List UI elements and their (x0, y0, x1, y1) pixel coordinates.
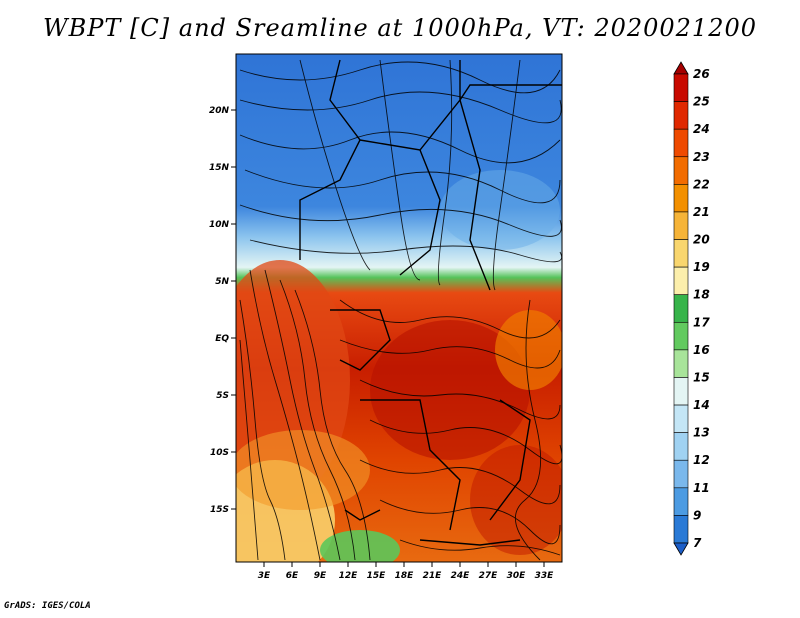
lon-label: 9E (314, 571, 327, 581)
colorbar-segment (673, 101, 689, 130)
colorbar-segment (673, 404, 689, 433)
colorbar-label: 23 (693, 150, 710, 164)
colorbar-label: 19 (693, 260, 710, 274)
lat-label: 5S (216, 391, 229, 401)
colorbar-label: 24 (693, 122, 710, 136)
map-panel (235, 53, 563, 563)
colorbar-label: 22 (693, 177, 710, 191)
colorbar-label: 11 (693, 481, 710, 495)
colorbar-segment (673, 515, 689, 544)
footer-credit: GrADS: IGES/COLA (4, 601, 91, 611)
colorbar-segment (673, 294, 689, 323)
colorbar-top-arrow (673, 61, 689, 75)
lat-label: 15N (209, 163, 230, 173)
lat-label: 15S (210, 505, 229, 515)
colorbar-segment (673, 321, 689, 351)
lat-label: 10S (210, 448, 229, 458)
lon-label: 33E (535, 571, 555, 581)
colorbar-label: 16 (693, 343, 710, 357)
central-hot-region (370, 320, 530, 460)
colorbar-segment (673, 184, 689, 213)
colorbar-bottom-arrow (673, 542, 689, 556)
southeast-hot-region (470, 445, 562, 555)
lon-label: 18E (395, 571, 415, 581)
lat-label: 20N (209, 106, 230, 116)
lon-label: 21E (423, 571, 443, 581)
colorbar-segment (673, 156, 689, 185)
southwest-mild-region (236, 430, 370, 510)
lon-label: 3E (258, 571, 271, 581)
lon-label: 27E (479, 571, 499, 581)
colorbar-segment (673, 349, 689, 378)
colorbar-segment (673, 266, 689, 296)
lon-label: 30E (507, 571, 527, 581)
colorbar-segment (673, 211, 689, 240)
lat-label: 5N (215, 277, 229, 287)
lon-label: 24E (451, 571, 471, 581)
longitude-axis: 3E 6E 9E 12E 15E 18E 21E 24E 27E 30E 33E (258, 562, 554, 581)
lon-label: 15E (367, 571, 387, 581)
streamlines (239, 59, 562, 561)
southern-green-region (320, 530, 400, 562)
latitude-axis: 20N 15N 10N 5N EQ 5S 10S 15S (209, 106, 236, 515)
colorbar-label: 21 (693, 205, 710, 219)
colorbar-segment (673, 377, 689, 406)
colorbar-label: 13 (693, 426, 710, 440)
colorbar: 26 25 24 23 22 21 20 19 18 17 16 15 14 13 12 11 9 7 (673, 61, 710, 556)
colorbar-segment (673, 128, 689, 158)
colorbar-label: 18 (693, 288, 710, 302)
lat-label: EQ (215, 334, 229, 344)
colorbar-segment (673, 432, 689, 461)
colorbar-label: 17 (693, 315, 710, 329)
colorbar-label: 7 (693, 536, 702, 550)
colorbar-label: 14 (693, 398, 710, 412)
map-frame (235, 53, 563, 563)
colorbar-label: 26 (693, 67, 710, 81)
eastern-warm-region (495, 310, 562, 390)
colorbar-segment (673, 239, 689, 268)
colorbar-label: 25 (693, 95, 710, 109)
colorbar-label: 12 (693, 453, 710, 467)
colorbar-label: 15 (693, 370, 710, 384)
colorbar-segment (673, 487, 689, 516)
chart-title: WBPT [C] and Sreamline at 1000hPa, VT: 2… (42, 14, 758, 42)
lon-label: 12E (339, 571, 359, 581)
lon-label: 6E (286, 571, 299, 581)
country-borders (299, 59, 562, 546)
colorbar-label: 9 (693, 508, 701, 522)
colorbar-label: 20 (693, 233, 710, 247)
colorbar-segment (673, 73, 689, 102)
lat-label: 10N (209, 220, 230, 230)
colorbar-segment (673, 459, 689, 489)
